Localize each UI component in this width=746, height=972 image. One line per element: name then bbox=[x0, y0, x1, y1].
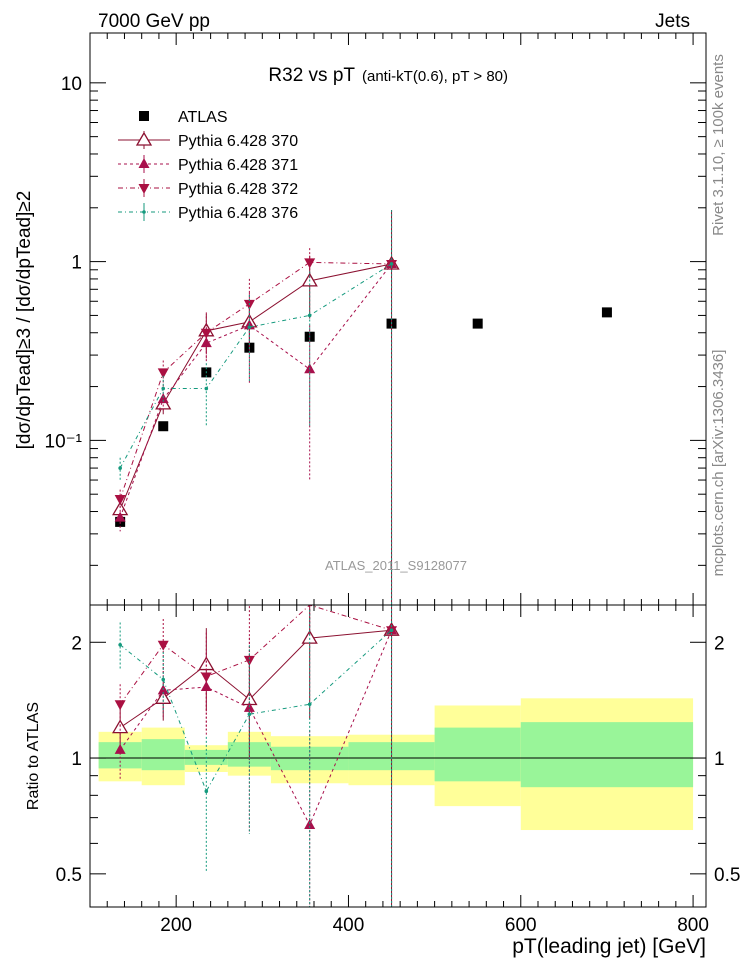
series-4 bbox=[118, 210, 394, 605]
legend-label: Pythia 6.428 370 bbox=[178, 133, 298, 150]
ratio-point bbox=[247, 712, 252, 717]
legend-marker bbox=[135, 131, 153, 146]
mcplots-label: mcplots.cern.ch [arXiv:1306.3436] bbox=[710, 350, 727, 577]
y-axis-label: [dσ/dpTead]≥3 / [dσ/dpTead]≥2 bbox=[14, 191, 35, 450]
data-point bbox=[157, 393, 169, 404]
ratio-plot-panel: 200 400 600 800 2 2 1 1 0.5 0.5 Ratio to ATLAS pT… bbox=[25, 604, 740, 958]
series-1 bbox=[112, 210, 400, 605]
main-plot-panel: 10 1 10⁻¹ R32 vs pT (anti-kT(0.6), pT > 80… bbox=[14, 32, 707, 606]
y-tick-label: 1 bbox=[71, 253, 82, 274]
series-line bbox=[119, 263, 392, 518]
legend-marker bbox=[139, 111, 149, 121]
data-point bbox=[389, 262, 394, 266]
ratio-point bbox=[161, 677, 166, 682]
legend-marker bbox=[138, 158, 150, 168]
data-point bbox=[114, 511, 126, 522]
y-tick-label-right: 0.5 bbox=[714, 865, 740, 886]
legend-marker bbox=[138, 184, 150, 194]
data-point bbox=[304, 258, 316, 269]
ratio-point bbox=[114, 700, 126, 711]
ratio-point bbox=[307, 702, 312, 707]
ratio-plot-frame bbox=[89, 604, 707, 908]
ratio-series-2 bbox=[114, 604, 398, 907]
y-tick-label-right: 1 bbox=[714, 749, 725, 770]
ratio-point bbox=[243, 655, 255, 666]
series-line bbox=[119, 263, 392, 510]
ratio-y-axis-label: Ratio to ATLAS bbox=[25, 702, 42, 810]
data-point bbox=[247, 325, 252, 329]
ratio-series-3 bbox=[118, 605, 394, 907]
legend-label: Pythia 6.428 372 bbox=[178, 181, 298, 198]
ratio-line bbox=[119, 629, 392, 793]
data-point bbox=[114, 495, 126, 506]
data-point bbox=[472, 318, 483, 329]
y-tick-label: 10⁻¹ bbox=[45, 431, 83, 452]
legend-marker bbox=[142, 210, 146, 214]
uncertainty-band-green bbox=[141, 739, 185, 771]
ratio-point bbox=[118, 642, 122, 647]
series-line bbox=[119, 261, 392, 500]
series-0 bbox=[115, 307, 612, 527]
legend-label: Pythia 6.428 376 bbox=[178, 205, 298, 222]
ratio-point bbox=[204, 789, 209, 794]
ratio-line bbox=[119, 604, 392, 705]
data-point bbox=[307, 313, 312, 318]
y-tick-label: 2 bbox=[71, 633, 82, 654]
ratio-point bbox=[200, 672, 212, 683]
legend: ATLAS Pythia 6.428 370 Pythia 6.428 371 Pyt… bbox=[118, 109, 298, 222]
x-axis-label: pT(leading jet) [GeV] bbox=[512, 935, 706, 958]
y-tick-label-right: 2 bbox=[714, 633, 725, 654]
ratio-point bbox=[198, 656, 215, 671]
series-line bbox=[119, 263, 392, 469]
ratio-point bbox=[304, 818, 316, 829]
x-tick-label: 600 bbox=[505, 915, 537, 936]
process-label: Jets bbox=[655, 11, 690, 32]
x-tick-label: 800 bbox=[677, 915, 709, 936]
legend-label: ATLAS bbox=[178, 109, 228, 126]
chart-subtitle: (anti-kT(0.6), pT > 80) bbox=[362, 68, 508, 85]
chart-title: R32 vs pT bbox=[268, 65, 355, 86]
energy-label: 7000 GeV pp bbox=[98, 11, 210, 32]
data-point bbox=[118, 466, 122, 470]
data-point bbox=[115, 516, 126, 527]
ratio-line bbox=[119, 630, 392, 827]
uncertainty-band-green bbox=[520, 722, 694, 788]
data-point bbox=[158, 421, 169, 432]
rivet-label: Rivet 3.1.10, ≥ 100k events bbox=[710, 54, 727, 236]
x-tick-label: 200 bbox=[160, 915, 192, 936]
uncertainty-band-green bbox=[434, 727, 521, 782]
y-tick-label: 10 bbox=[61, 74, 82, 95]
y-tick-label: 1 bbox=[71, 749, 82, 770]
data-point bbox=[601, 307, 612, 318]
ratio-point bbox=[301, 629, 318, 644]
ratio-point bbox=[389, 628, 394, 632]
data-point bbox=[161, 386, 166, 391]
analysis-watermark: ATLAS_2011_S9128077 bbox=[325, 558, 467, 573]
ratio-point bbox=[114, 743, 126, 754]
ratio-point bbox=[157, 640, 169, 651]
legend-label: Pythia 6.428 371 bbox=[178, 157, 298, 174]
y-tick-label: 0.5 bbox=[56, 865, 82, 886]
data-point bbox=[200, 328, 212, 339]
x-tick-label: 400 bbox=[333, 915, 365, 936]
data-point bbox=[204, 386, 209, 391]
data-point bbox=[157, 368, 169, 379]
